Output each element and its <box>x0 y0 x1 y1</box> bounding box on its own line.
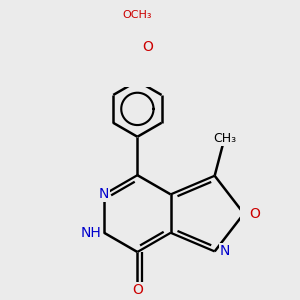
Text: O: O <box>142 40 153 54</box>
Text: N: N <box>99 188 109 201</box>
Text: O: O <box>249 207 260 220</box>
Text: N: N <box>220 244 230 258</box>
Text: CH₃: CH₃ <box>213 132 236 145</box>
Text: O: O <box>132 284 143 297</box>
Text: NH: NH <box>80 226 101 240</box>
Text: OCH₃: OCH₃ <box>123 10 152 20</box>
